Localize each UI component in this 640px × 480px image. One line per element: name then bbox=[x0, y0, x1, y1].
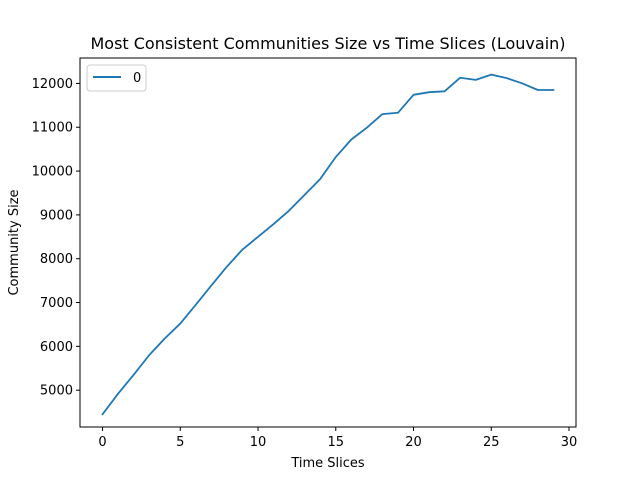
y-tick-label: 5000 bbox=[40, 384, 73, 399]
y-tick-label: 7000 bbox=[40, 296, 73, 311]
y-tick-label: 6000 bbox=[40, 340, 73, 355]
x-tick-label: 0 bbox=[98, 435, 106, 450]
y-tick-label: 8000 bbox=[40, 252, 73, 267]
y-tick-label: 9000 bbox=[40, 208, 73, 223]
legend: 0 bbox=[86, 64, 147, 92]
y-tick-label: 10000 bbox=[32, 165, 73, 180]
y-tick-label: 11000 bbox=[32, 121, 73, 136]
x-tick-label: 5 bbox=[176, 435, 184, 450]
y-tick-label: 12000 bbox=[32, 77, 73, 92]
x-tick-label: 10 bbox=[250, 435, 267, 450]
legend-label-series-0: 0 bbox=[133, 71, 141, 86]
plot-area-frame bbox=[79, 57, 577, 428]
series-line-0 bbox=[101, 73, 555, 416]
x-tick-label: 25 bbox=[483, 435, 500, 450]
y-axis-ticks: 5000 6000 7000 8000 9000 10000 11000 12000 bbox=[32, 77, 80, 399]
x-tick-label: 20 bbox=[405, 435, 422, 450]
x-axis-ticks: 0 5 10 15 20 25 30 bbox=[98, 427, 577, 450]
x-tick-label: 30 bbox=[561, 435, 578, 450]
y-axis-title: Community Size bbox=[7, 189, 22, 295]
x-tick-label: 15 bbox=[328, 435, 345, 450]
series-layer bbox=[101, 73, 555, 416]
x-axis-title: Time Slices bbox=[290, 456, 365, 471]
chart-title: Most Consistent Communities Size vs Time… bbox=[90, 34, 565, 53]
